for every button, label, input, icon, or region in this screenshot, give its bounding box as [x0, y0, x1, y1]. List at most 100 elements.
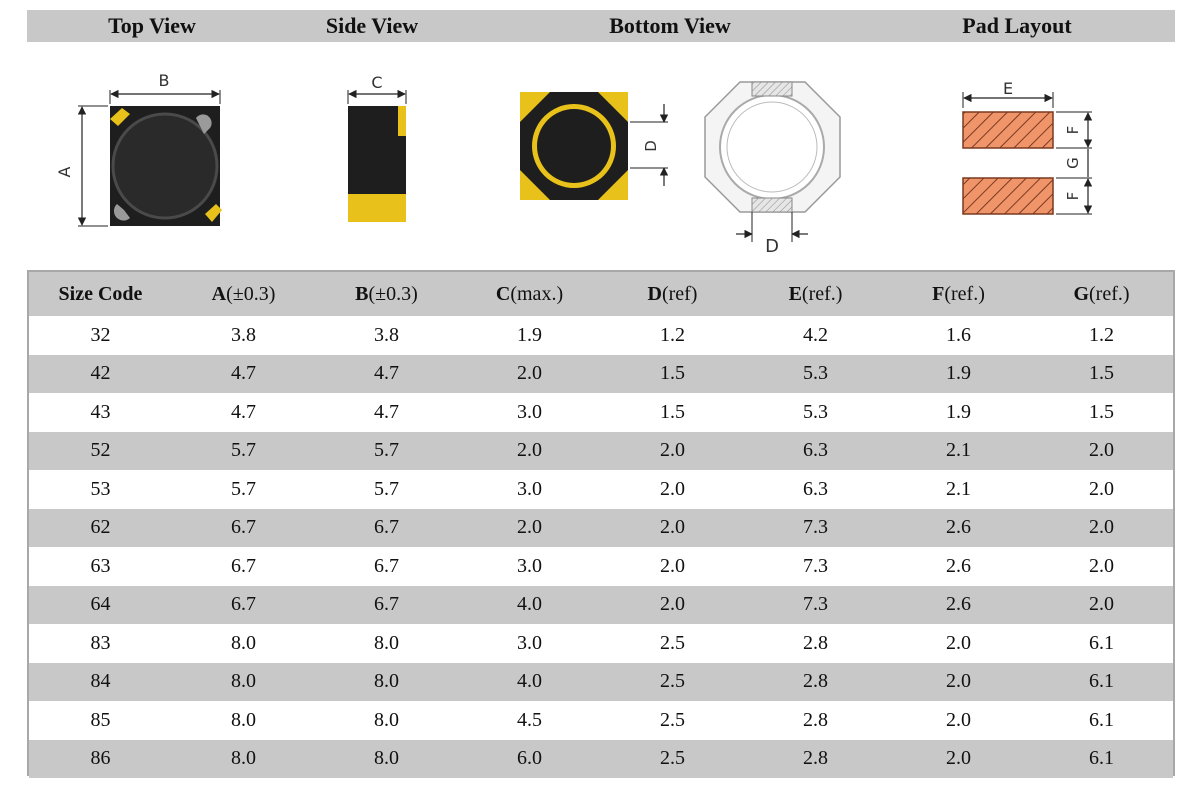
views-header-bar: Top View Side View Bottom View Pad Layou…: [27, 10, 1175, 42]
column-header-symbol: D: [647, 282, 662, 305]
dimension-cell: 1.6: [946, 323, 971, 346]
column-header: F(ref.): [887, 272, 1030, 316]
dimension-cell: 1.9: [946, 400, 971, 423]
dimension-cell: 5.7: [374, 477, 399, 500]
dimension-cell: 2.1: [946, 477, 971, 500]
table-row: 62 6.7 6.7 2.0 2.0 7.3 2.6 2.0: [29, 508, 1173, 547]
bottom-view-title: Bottom View: [609, 13, 731, 38]
column-header: G(ref.): [1030, 272, 1173, 316]
dimension-cell: 2.5: [660, 670, 685, 693]
drawings-svg: B A C D: [55, 71, 1093, 257]
dimension-cell: 2.0: [1089, 593, 1114, 616]
dimension-cell: 6.0: [517, 747, 542, 770]
dimension-cell: 4.7: [231, 400, 256, 423]
table-row: 53 5.7 5.7 3.0 2.0 6.3 2.1 2.0: [29, 470, 1173, 509]
column-header-qualifier: (ref): [661, 282, 698, 305]
dimension-cell: 6.7: [231, 516, 256, 539]
dim-f-label-top: F: [1064, 126, 1082, 135]
dimension-cell: 6.1: [1089, 708, 1114, 731]
dimension-cell: 6.7: [231, 554, 256, 577]
dimensions-table: Size Code A(±0.3) B(±0.3) C(max.) D(ref) E(re…: [29, 272, 1173, 778]
dim-d-label-bottom: D: [765, 236, 779, 257]
dimension-cell: 4.0: [517, 670, 542, 693]
dimension-cell: 8.0: [374, 708, 399, 731]
dimension-cell: 1.5: [1089, 400, 1114, 423]
column-header-qualifier: (ref.): [944, 282, 985, 305]
dimension-cell: 3.8: [374, 323, 399, 346]
dimension-cell: 4.7: [374, 400, 399, 423]
dimension-cell: 2.0: [946, 670, 971, 693]
pad-layout-drawing: [962, 92, 1093, 215]
table-row: 83 8.0 8.0 3.0 2.5 2.8 2.0 6.1: [29, 624, 1173, 663]
column-header-symbol: C: [495, 282, 511, 305]
dimension-cell: 2.0: [660, 477, 685, 500]
side-view-drawing: [347, 89, 407, 222]
size-code-cell: 53: [90, 477, 111, 500]
dimension-cell: 4.2: [803, 323, 828, 346]
pad-layout-title: Pad Layout: [962, 13, 1072, 38]
dimension-cell: 2.1: [946, 439, 971, 462]
table-row: 86 8.0 8.0 6.0 2.5 2.8 2.0 6.1: [29, 739, 1173, 778]
dimension-cell: 1.2: [1089, 323, 1114, 346]
dimension-cell: 1.5: [660, 362, 685, 385]
dim-b-label: B: [159, 71, 170, 90]
size-code-cell: 85: [90, 708, 111, 731]
dimension-cell: 2.0: [517, 439, 542, 462]
dimension-cell: 2.0: [1089, 477, 1114, 500]
dimension-cell: 2.8: [803, 747, 828, 770]
dimension-cell: 2.0: [946, 708, 971, 731]
column-header-symbol: E: [788, 282, 802, 305]
dimension-cell: 2.0: [946, 747, 971, 770]
table-row: 43 4.7 4.7 3.0 1.5 5.3 1.9 1.5: [29, 393, 1173, 432]
bottom-view-drawing-right: [704, 81, 841, 242]
dimension-cell: 4.7: [374, 362, 399, 385]
table-body: 32 3.8 3.8 1.9 1.2 4.2 1.6 1.2 42 4.7 4.7 2.0 1.5 5.3…: [29, 316, 1173, 778]
dimension-cell: 2.0: [1089, 516, 1114, 539]
bottom-view-drawing-left: [520, 92, 669, 200]
dim-f-label-bottom: F: [1064, 192, 1082, 201]
dimension-cell: 8.0: [231, 708, 256, 731]
column-header: A(±0.3): [172, 272, 315, 316]
size-code-cell: 52: [90, 439, 111, 462]
dimension-cell: 2.8: [803, 670, 828, 693]
size-code-cell: 64: [90, 593, 111, 616]
table-row: 85 8.0 8.0 4.5 2.5 2.8 2.0 6.1: [29, 701, 1173, 740]
table-row: 63 6.7 6.7 3.0 2.0 7.3 2.6 2.0: [29, 547, 1173, 586]
dimension-cell: 5.3: [803, 400, 828, 423]
table-row: 64 6.7 6.7 4.0 2.0 7.3 2.6 2.0: [29, 585, 1173, 624]
dimension-cell: 2.0: [1089, 554, 1114, 577]
dimension-cell: 8.0: [231, 670, 256, 693]
dimension-cell: 2.6: [946, 593, 971, 616]
dimension-cell: 1.9: [517, 323, 542, 346]
dimension-cell: 6.3: [803, 477, 828, 500]
dimensions-table-container: Size Code A(±0.3) B(±0.3) C(max.) D(ref) E(re…: [27, 270, 1175, 778]
size-code-cell: 83: [90, 631, 111, 654]
dimension-cell: 1.2: [660, 323, 685, 346]
column-header-symbol: B: [355, 282, 369, 305]
top-view-drawing: [77, 89, 222, 227]
size-code-cell: 32: [90, 323, 111, 346]
table-row: 42 4.7 4.7 2.0 1.5 5.3 1.9 1.5: [29, 354, 1173, 393]
dimension-cell: 3.0: [517, 554, 542, 577]
size-code-cell: 42: [90, 362, 111, 385]
dimension-cell: 2.0: [660, 516, 685, 539]
dimension-cell: 1.9: [946, 362, 971, 385]
dimension-cell: 8.0: [374, 747, 399, 770]
dimension-cell: 6.1: [1089, 670, 1114, 693]
dimension-cell: 2.0: [517, 362, 542, 385]
dimension-cell: 4.0: [517, 593, 542, 616]
dimension-cell: 2.0: [1089, 439, 1114, 462]
dimension-cell: 6.7: [374, 516, 399, 539]
column-header-qualifier: (±0.3): [368, 282, 418, 305]
dimension-cell: 5.7: [231, 439, 256, 462]
column-header-qualifier: (ref.): [801, 282, 843, 305]
dim-g-label: G: [1064, 157, 1082, 169]
size-code-cell: 84: [90, 670, 111, 693]
size-code-cell: 63: [90, 554, 111, 577]
dim-a-label: A: [55, 166, 74, 177]
size-code-cell: 62: [90, 516, 111, 539]
size-code-cell: 43: [90, 400, 111, 423]
table-row: 32 3.8 3.8 1.9 1.2 4.2 1.6 1.2: [29, 316, 1173, 355]
dimension-cell: 2.0: [660, 439, 685, 462]
table-header-row: Size Code A(±0.3) B(±0.3) C(max.) D(ref) E(re…: [29, 272, 1173, 316]
